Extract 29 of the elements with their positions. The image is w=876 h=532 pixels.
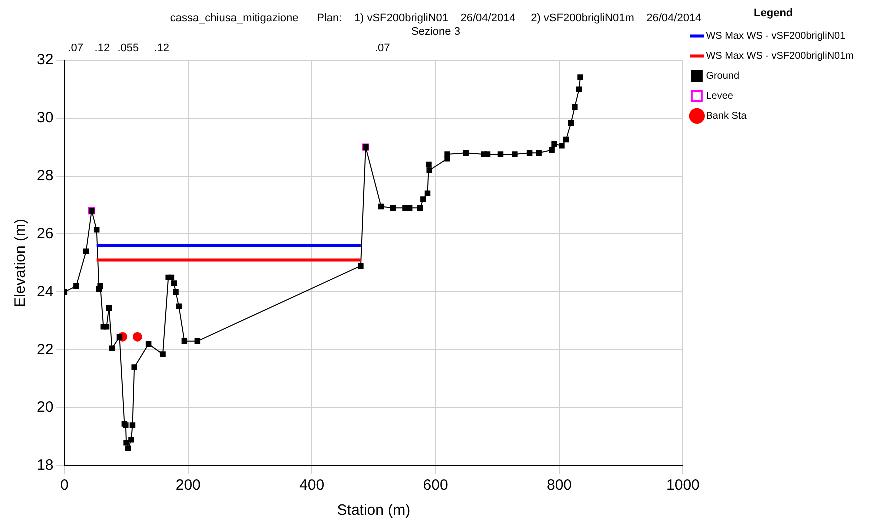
y-axis-title: Elevation (m) (12, 219, 30, 308)
legend-label: Bank Sta (706, 110, 748, 122)
x-tick-label: 400 (300, 477, 325, 494)
y-tick-label: 32 (36, 52, 54, 69)
legend-label: WS Max WS - vSF200brigliN01m (706, 50, 854, 62)
y-tick-label: 22 (36, 341, 54, 358)
y-tick-label: 30 (36, 109, 54, 126)
legend-label: WS Max WS - vSF200brigliN01 (706, 30, 846, 42)
legend-label: Levee (706, 90, 734, 102)
y-tick-label: 26 (36, 225, 54, 242)
legend-label: Ground (706, 70, 740, 82)
x-tick-label: 200 (176, 477, 201, 494)
text: .12 (94, 42, 110, 54)
text: .07 (374, 42, 390, 54)
x-axis-title: Station (m) (337, 502, 411, 520)
text: .07 (68, 42, 84, 54)
y-tick-label: 18 (36, 457, 54, 474)
chart-title: cassa_chiusa_mitigazione Plan: 1) vSF200brigliN01 26/04/2014 2) vSF200brigliN01m 26/04/2014 (170, 12, 702, 25)
y-tick-label: 24 (36, 283, 54, 300)
x-tick-label: 600 (423, 477, 448, 494)
x-tick-label: 800 (546, 477, 572, 494)
x-tick-label: 1000 (666, 477, 700, 494)
text: .055 (118, 42, 140, 54)
text: .12 (154, 42, 170, 54)
y-tick-label: 28 (36, 167, 54, 184)
legend-title: Legend (754, 8, 794, 20)
x-tick-label: 0 (60, 477, 69, 494)
y-tick-label: 20 (36, 399, 54, 416)
chart-subtitle: Sezione 3 (412, 26, 460, 38)
